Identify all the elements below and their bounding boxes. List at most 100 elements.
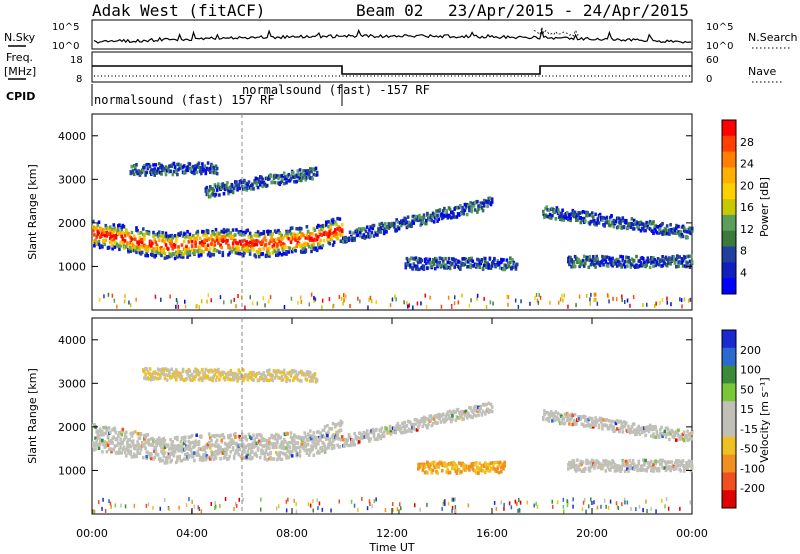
heatmap-cell	[419, 218, 422, 222]
heatmap-cell	[578, 211, 581, 215]
heatmap-cell	[480, 413, 484, 417]
heatmap-cell	[663, 466, 667, 470]
heatmap-cell	[367, 436, 370, 440]
heatmap-cell	[382, 229, 386, 233]
heatmap-cell	[194, 167, 197, 171]
heatmap-cell	[676, 431, 679, 435]
heatmap-cell	[188, 162, 192, 166]
heatmap-cell	[230, 299, 232, 304]
heatmap-cell	[139, 432, 143, 437]
heatmap-cell	[385, 426, 388, 431]
heatmap-cell	[177, 304, 179, 309]
heatmap-cell	[650, 434, 653, 438]
heatmap-cell	[107, 232, 111, 236]
heatmap-cell	[235, 375, 238, 379]
heatmap-cell	[194, 441, 197, 446]
heatmap-cell	[371, 226, 375, 231]
heatmap-cell	[244, 436, 247, 440]
heatmap-cell	[143, 164, 146, 168]
heatmap-cell	[679, 297, 681, 302]
heatmap-cell	[425, 221, 428, 226]
heatmap-cell	[477, 207, 480, 211]
heatmap-cell	[305, 233, 309, 237]
heatmap-cell	[545, 205, 548, 209]
heatmap-cell	[242, 497, 244, 502]
heatmap-cell	[569, 255, 572, 260]
heatmap-cell	[120, 503, 122, 508]
heatmap-cell	[436, 471, 439, 475]
heatmap-cell	[320, 233, 323, 237]
heatmap-cell	[415, 264, 419, 268]
heatmap-cell	[195, 237, 198, 241]
heatmap-cell	[92, 440, 95, 445]
heatmap-cell	[285, 446, 288, 450]
heatmap-cell	[252, 378, 255, 382]
heatmap-cell	[481, 201, 485, 205]
heatmap-cell	[646, 256, 650, 260]
heatmap-cell	[326, 231, 329, 236]
heatmap-cell	[666, 296, 668, 301]
heatmap-cell	[487, 263, 491, 267]
heatmap-cell	[118, 223, 121, 227]
heatmap-cell	[97, 230, 101, 235]
heatmap-cell	[660, 425, 663, 430]
heatmap-cell	[261, 240, 264, 244]
heatmap-cell	[187, 435, 191, 439]
heatmap-cell	[288, 445, 292, 450]
heatmap-cell	[460, 211, 463, 216]
heatmap-cell	[186, 444, 189, 448]
heatmap-cell	[653, 227, 656, 231]
heatmap-cell	[143, 443, 146, 447]
heatmap-cell	[155, 376, 159, 381]
heatmap-cell	[151, 443, 154, 447]
heatmap-cell	[161, 439, 164, 443]
heatmap-cell	[227, 191, 230, 196]
heatmap-cell	[431, 422, 435, 426]
heatmap-cell	[484, 256, 487, 261]
heatmap-cell	[577, 213, 580, 218]
heatmap-cell	[295, 450, 298, 455]
heatmap-cell	[336, 434, 339, 438]
heatmap-cell	[129, 249, 133, 254]
heatmap-cell	[179, 255, 183, 259]
x-axis-label: Time UT	[368, 541, 414, 554]
heatmap-cell	[566, 503, 569, 508]
heatmap-cell	[467, 411, 470, 415]
heatmap-cell	[105, 441, 109, 445]
heatmap-cell	[109, 430, 112, 434]
heatmap-cell	[668, 464, 671, 469]
heatmap-cell	[455, 509, 457, 513]
colorbar-segment	[722, 262, 736, 279]
heatmap-cell	[464, 409, 468, 414]
heatmap-cell	[661, 434, 664, 439]
heatmap-cell	[108, 499, 110, 504]
heatmap-cell	[406, 263, 410, 267]
heatmap-cell	[107, 245, 111, 250]
heatmap-cell	[646, 302, 648, 307]
heatmap-cell	[276, 506, 278, 511]
heatmap-cell	[473, 463, 477, 467]
heatmap-cell	[451, 414, 454, 418]
heatmap-cell	[106, 443, 110, 447]
heatmap-cell	[595, 292, 597, 297]
heatmap-cell	[185, 245, 188, 250]
heatmap-cell	[632, 227, 636, 231]
heatmap-cell	[429, 467, 433, 472]
nsky-tick-top: 10^5	[52, 22, 79, 33]
heatmap-cell	[481, 266, 485, 270]
heatmap-cell	[232, 371, 236, 376]
heatmap-cell	[463, 262, 467, 266]
heatmap-cell	[260, 434, 263, 438]
heatmap-cell	[319, 238, 322, 243]
heatmap-cell	[219, 457, 222, 461]
heatmap-cell	[514, 267, 518, 271]
heatmap-cell	[607, 219, 611, 224]
heatmap-cell	[603, 224, 606, 228]
heatmap-cell	[560, 421, 563, 425]
heatmap-cell	[371, 429, 375, 434]
heatmap-cell	[670, 302, 672, 307]
heatmap-cell	[440, 469, 444, 473]
heatmap-cell	[312, 375, 316, 380]
heatmap-cell	[359, 234, 362, 238]
heatmap-cell	[222, 436, 226, 440]
